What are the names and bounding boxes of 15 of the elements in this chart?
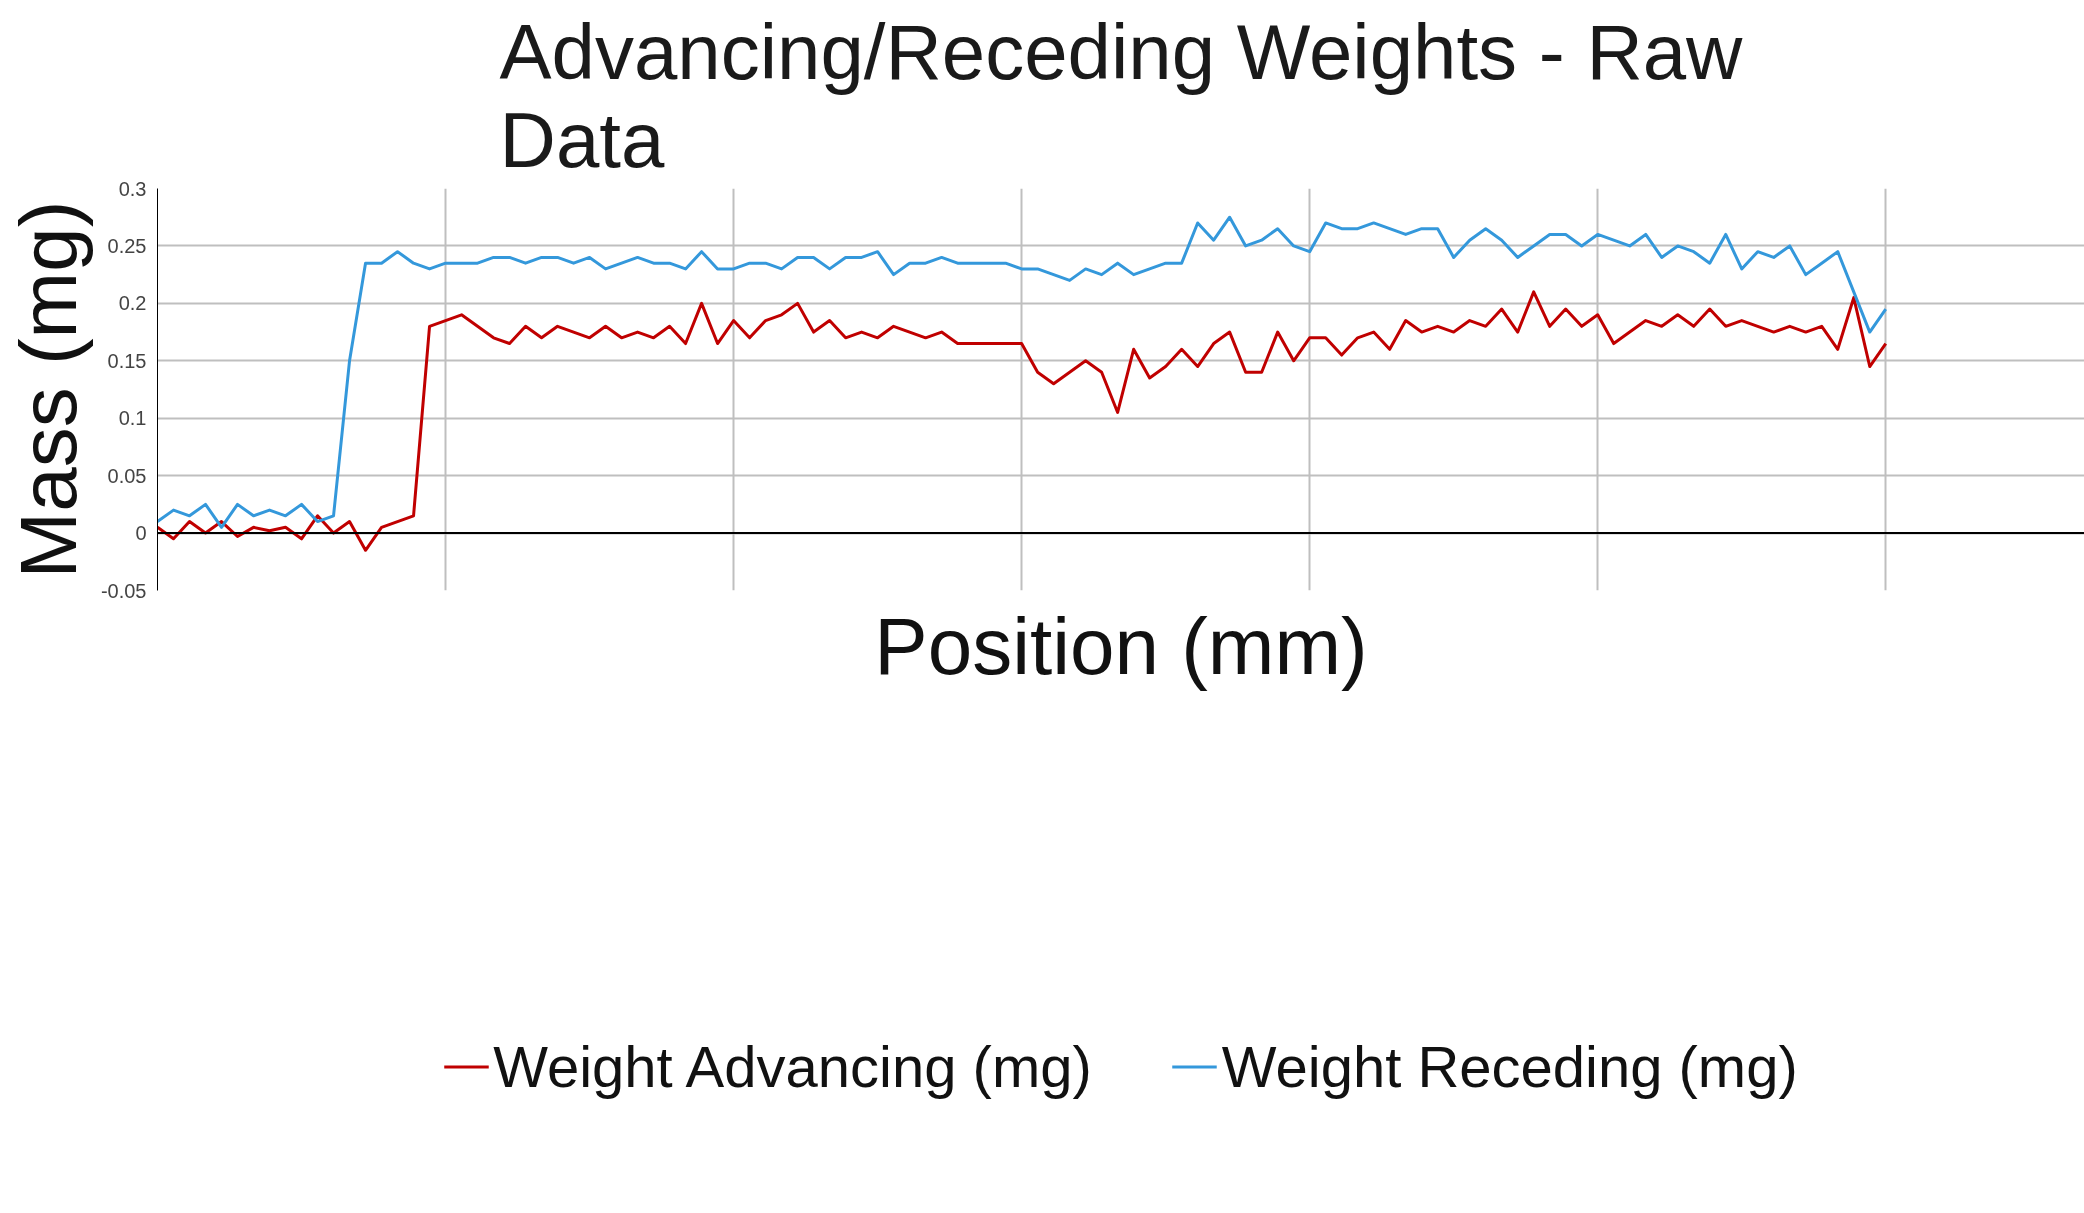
y-tick-label: 0.2: [118, 292, 147, 315]
x-axis-title: Position (mm): [874, 601, 1368, 691]
y-tick-label: 0.05: [107, 464, 147, 487]
y-tick-label: 0.25: [107, 234, 147, 257]
line-series: [157, 290, 1888, 552]
y-tick-label: 0: [135, 522, 147, 545]
y-tick-label: 0.3: [118, 177, 147, 200]
chart-title: Advancing/Receding Weights - Raw Data: [499, 7, 1744, 184]
y-tick-label: 0.1: [118, 407, 147, 430]
legend-label: Weight Advancing (mg): [493, 1032, 1092, 1100]
y-axis-title: Mass (mg): [3, 200, 93, 579]
y-tick-label: -0.05: [100, 579, 147, 602]
legend-label: Weight Receding (mg): [1221, 1032, 1798, 1100]
y-tick-label: 0.15: [107, 349, 147, 372]
line-series: [157, 215, 1888, 529]
